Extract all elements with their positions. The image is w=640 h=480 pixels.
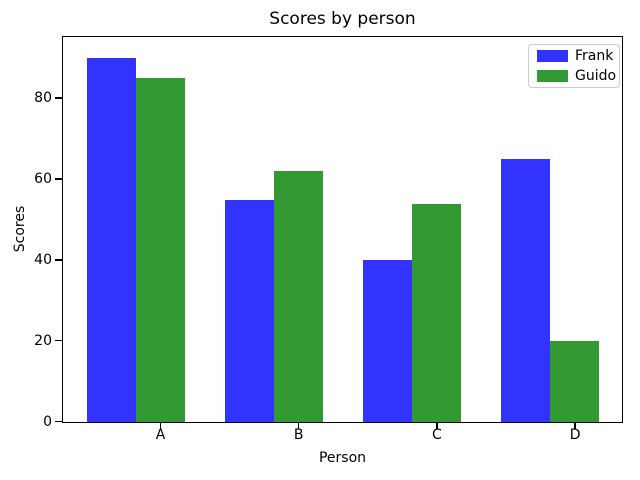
x-tick-label: D: [569, 427, 581, 443]
legend: Frank Guido: [528, 44, 620, 88]
legend-label-guido: Guido: [575, 68, 617, 84]
legend-label-frank: Frank: [575, 48, 614, 64]
legend-row-guido: Guido: [537, 68, 619, 84]
y-tick: [55, 97, 62, 99]
chart-title: Scores by person: [269, 9, 416, 29]
bar-guido-D: [550, 341, 600, 422]
bar-frank-D: [501, 159, 551, 422]
y-axis-label: Scores: [12, 205, 28, 253]
bar-frank-B: [224, 199, 274, 422]
x-tick-label: C: [432, 427, 442, 443]
x-tick: [574, 423, 576, 429]
x-tick: [297, 423, 300, 429]
y-tick-label: 60: [34, 170, 52, 187]
y-tick: [55, 178, 62, 180]
y-tick-label: 40: [34, 251, 52, 268]
bar-guido-A: [135, 78, 185, 422]
y-tick-label: 0: [43, 413, 52, 430]
legend-swatch-guido: [537, 70, 568, 82]
y-tick: [55, 420, 62, 423]
bar-frank-A: [86, 58, 136, 422]
legend-row-frank: Frank: [537, 48, 619, 64]
x-tick: [159, 423, 162, 429]
y-tick: [55, 259, 62, 261]
x-tick-label: A: [155, 427, 166, 443]
x-axis-label: Person: [318, 450, 367, 466]
bar-guido-B: [273, 171, 323, 422]
bar-frank-C: [362, 260, 412, 422]
y-tick-label: 80: [34, 90, 52, 107]
bar-guido-C: [411, 203, 461, 422]
y-tick-label: 20: [34, 332, 52, 349]
x-tick-label: B: [293, 427, 304, 443]
x-tick: [436, 423, 438, 429]
y-tick: [55, 339, 62, 342]
legend-swatch-frank: [537, 50, 568, 62]
plot-area: [62, 36, 623, 423]
